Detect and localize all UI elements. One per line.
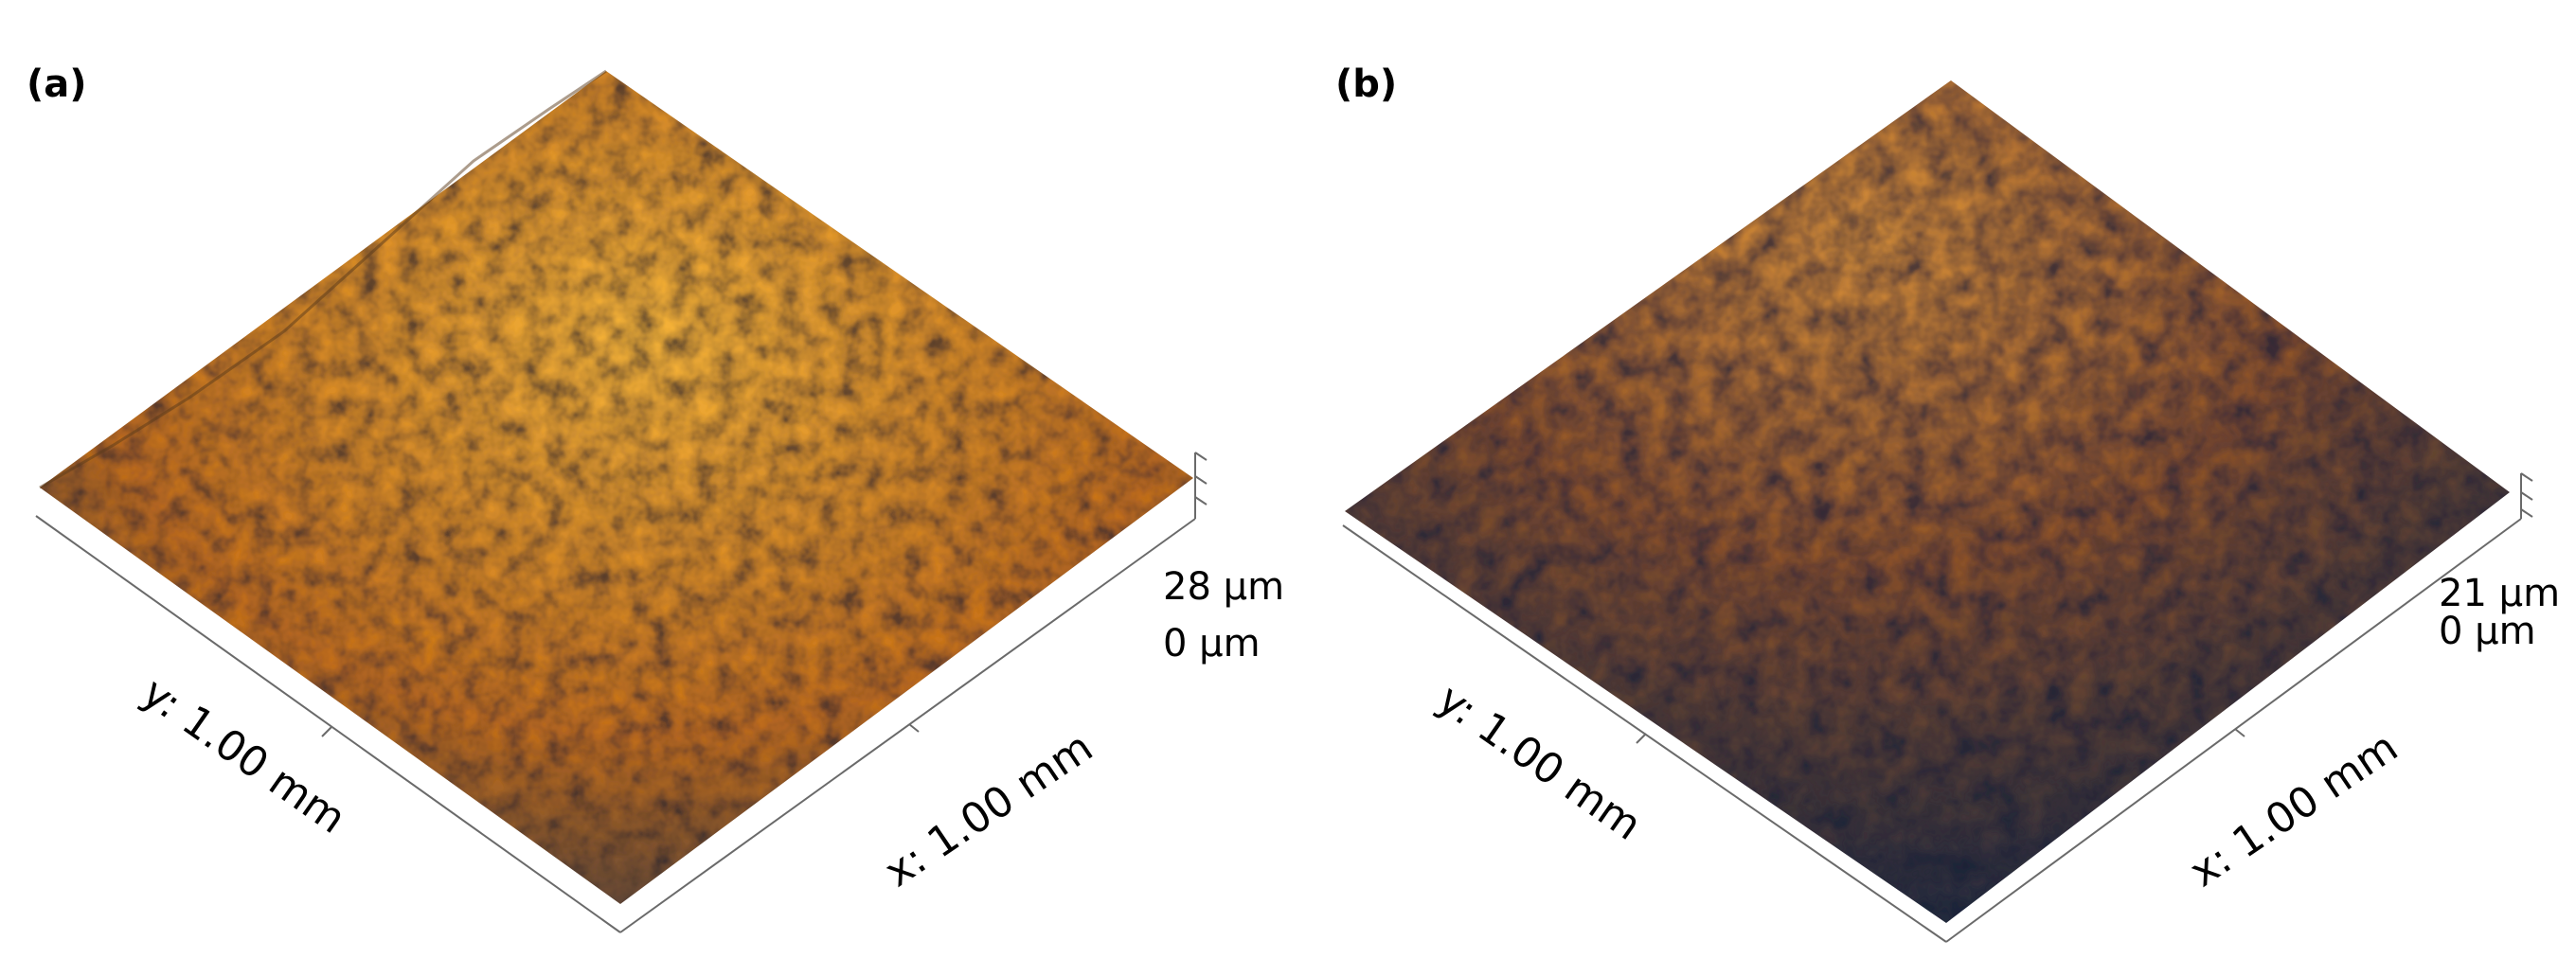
z-max-label-b: 21 µm [2439, 572, 2561, 615]
afm-panel-b: (b) 21 µm 0 µm y: 1.00 mm x: 1.00 mm [1288, 0, 2576, 958]
y-axis-line-b [1342, 524, 1947, 943]
x-axis-line-b [1945, 518, 2522, 943]
z-max-label-a: 28 µm [1163, 565, 1285, 609]
afm-3d-surface-b [1342, 80, 2533, 943]
afm-panel-a: (a) 28 µm 0 µm y: 1.00 mm x: 1.00 mm [27, 62, 1285, 933]
panel-label-b: (b) [1335, 62, 1398, 106]
afm-3d-surface-a [35, 69, 1208, 933]
surface-b [1345, 80, 2510, 923]
x-axis-line-a [619, 518, 1196, 933]
panel-label-a: (a) [27, 62, 87, 106]
z-min-label-b: 0 µm [2439, 610, 2536, 653]
y-axis-line-a [35, 515, 621, 933]
z-min-label-a: 0 µm [1163, 622, 1261, 665]
surface-a [40, 71, 1193, 904]
